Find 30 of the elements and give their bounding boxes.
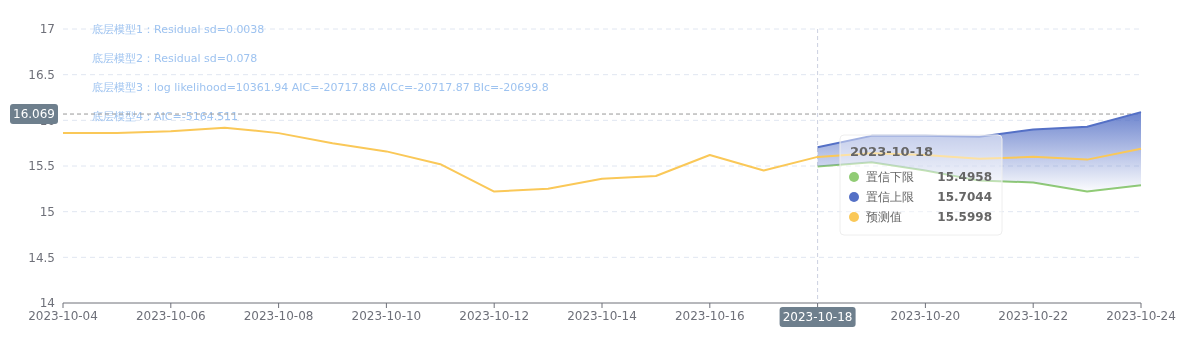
x-tick-label: 2023-10-14 (567, 309, 637, 323)
y-tick-label: 15.5 (28, 159, 55, 174)
annotation: 15.4958 (937, 170, 992, 184)
x-tick-label: 2023-10-22 (998, 309, 1069, 323)
legend-label: 预测值 (866, 210, 902, 224)
y-tick-label: 17 (39, 22, 55, 37)
annotation: 15.5998 (937, 210, 992, 224)
y-tick-label: 16.5 (28, 67, 55, 82)
x-tick-label: 2023-10-06 (135, 309, 206, 323)
legend-label: 置信上限 (866, 190, 914, 204)
annotation: 底层模型3：log likelihood=10361.94 AIC=-20717.88 AICc=-20717.87 BIc=-20699.8 (92, 81, 549, 94)
y-tick-label: 15 (39, 204, 55, 219)
annotation: 底层模型2：Residual sd=0.078 (92, 52, 258, 65)
x-tick-label: 2023-10-20 (890, 309, 961, 323)
x-tick-label: 2023-10-16 (674, 309, 745, 323)
x-tick-label: 2023-10-24 (1106, 309, 1176, 323)
x-tick-label: 2023-10-04 (28, 309, 98, 323)
annotation: 15.7044 (937, 190, 992, 204)
line-series (816, 161, 1142, 193)
ref-line-label: 2023-10-18 (782, 310, 853, 324)
legend-label: 置信下限 (866, 170, 914, 184)
ref-line-label: 16.069 (13, 107, 55, 122)
x-tick-label: 2023-10-12 (459, 309, 530, 323)
x-tick-label: 2023-10-10 (351, 309, 422, 323)
y-tick-label: 14.5 (28, 250, 55, 265)
y-tick-label: 14 (39, 296, 55, 311)
line-series (62, 126, 1142, 193)
x-tick-label: 2023-10-08 (243, 309, 314, 323)
annotation: 底层模型1：Residual sd=0.0038 (92, 23, 265, 36)
annotation: 底层模型4：AIC=-5164.511 (92, 110, 239, 123)
